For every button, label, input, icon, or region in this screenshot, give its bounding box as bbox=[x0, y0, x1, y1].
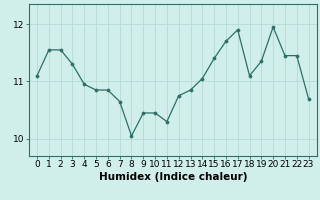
X-axis label: Humidex (Indice chaleur): Humidex (Indice chaleur) bbox=[99, 172, 247, 182]
